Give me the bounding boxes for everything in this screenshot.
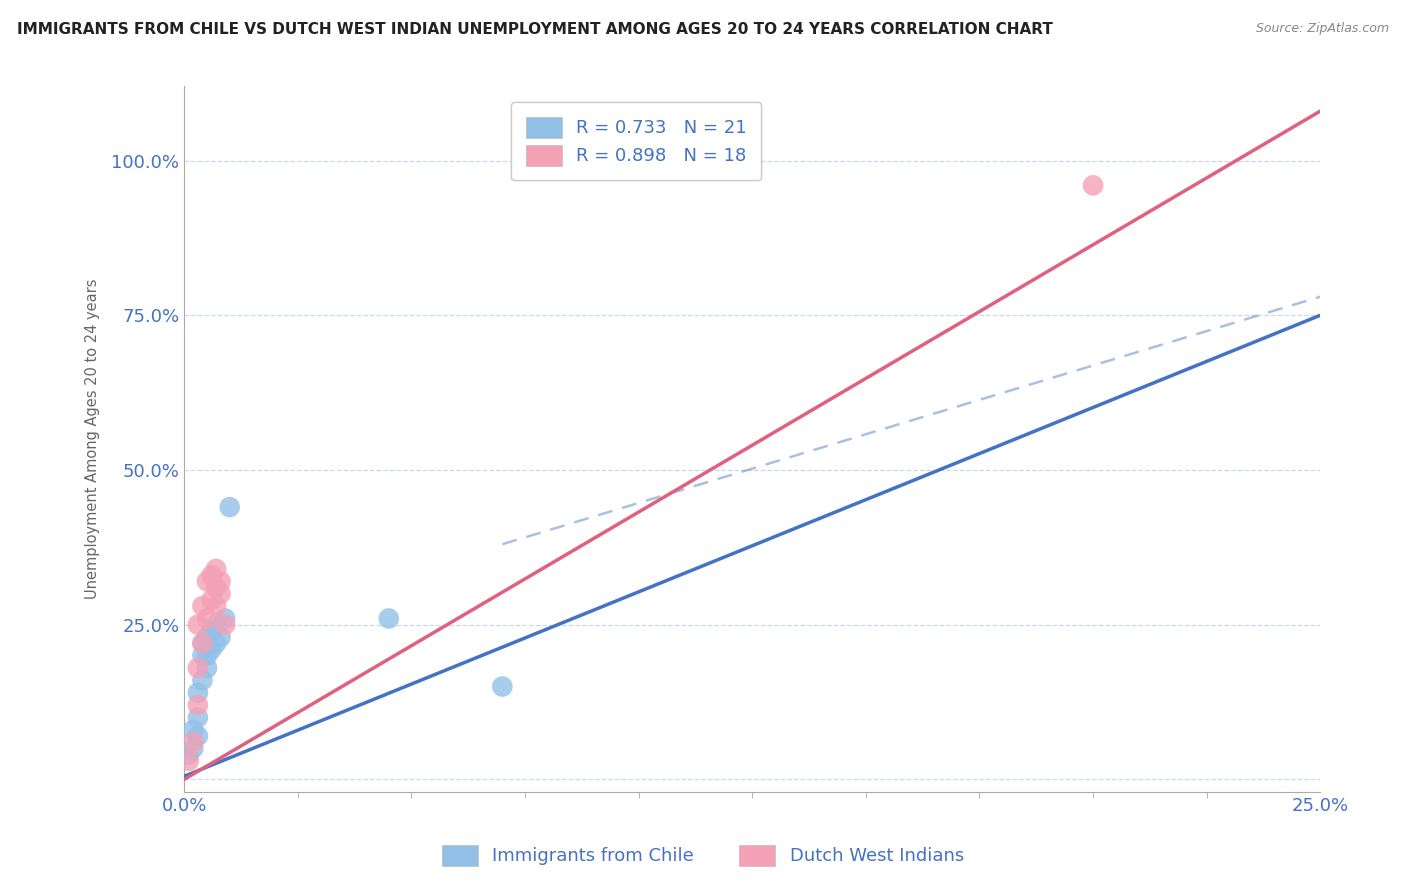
Point [218, 500, 240, 514]
Point [187, 686, 209, 700]
Point [187, 698, 209, 712]
Point [187, 710, 209, 724]
Point [177, 747, 200, 762]
Point [200, 642, 222, 657]
Point [195, 611, 218, 625]
Point [1081, 178, 1104, 193]
Point [195, 630, 218, 644]
Point [205, 581, 228, 595]
Text: IMMIGRANTS FROM CHILE VS DUTCH WEST INDIAN UNEMPLOYMENT AMONG AGES 20 TO 24 YEAR: IMMIGRANTS FROM CHILE VS DUTCH WEST INDI… [17, 22, 1053, 37]
Point [205, 599, 228, 613]
Point [205, 617, 228, 632]
Point [209, 587, 232, 601]
Point [187, 661, 209, 675]
Point [491, 680, 513, 694]
Point [195, 574, 218, 589]
Point [187, 617, 209, 632]
Point [191, 648, 214, 663]
Point [214, 617, 236, 632]
Point [205, 636, 228, 650]
Point [209, 630, 232, 644]
Y-axis label: Unemployment Among Ages 20 to 24 years: Unemployment Among Ages 20 to 24 years [86, 279, 100, 599]
Point [195, 648, 218, 663]
Point [191, 599, 214, 613]
Point [183, 741, 205, 756]
Legend: R = 0.733   N = 21, R = 0.898   N = 18: R = 0.733 N = 21, R = 0.898 N = 18 [512, 103, 762, 180]
Point [191, 636, 214, 650]
Point [200, 568, 222, 582]
Point [200, 624, 222, 638]
Point [200, 593, 222, 607]
Point [191, 673, 214, 688]
Point [183, 735, 205, 749]
Point [195, 661, 218, 675]
Point [177, 754, 200, 768]
Text: Source: ZipAtlas.com: Source: ZipAtlas.com [1256, 22, 1389, 36]
Point [209, 574, 232, 589]
Point [214, 611, 236, 625]
Point [183, 723, 205, 737]
Point [187, 729, 209, 743]
Point [377, 611, 399, 625]
Legend: Immigrants from Chile, Dutch West Indians: Immigrants from Chile, Dutch West Indian… [429, 832, 977, 879]
Point [205, 562, 228, 576]
Point [191, 636, 214, 650]
